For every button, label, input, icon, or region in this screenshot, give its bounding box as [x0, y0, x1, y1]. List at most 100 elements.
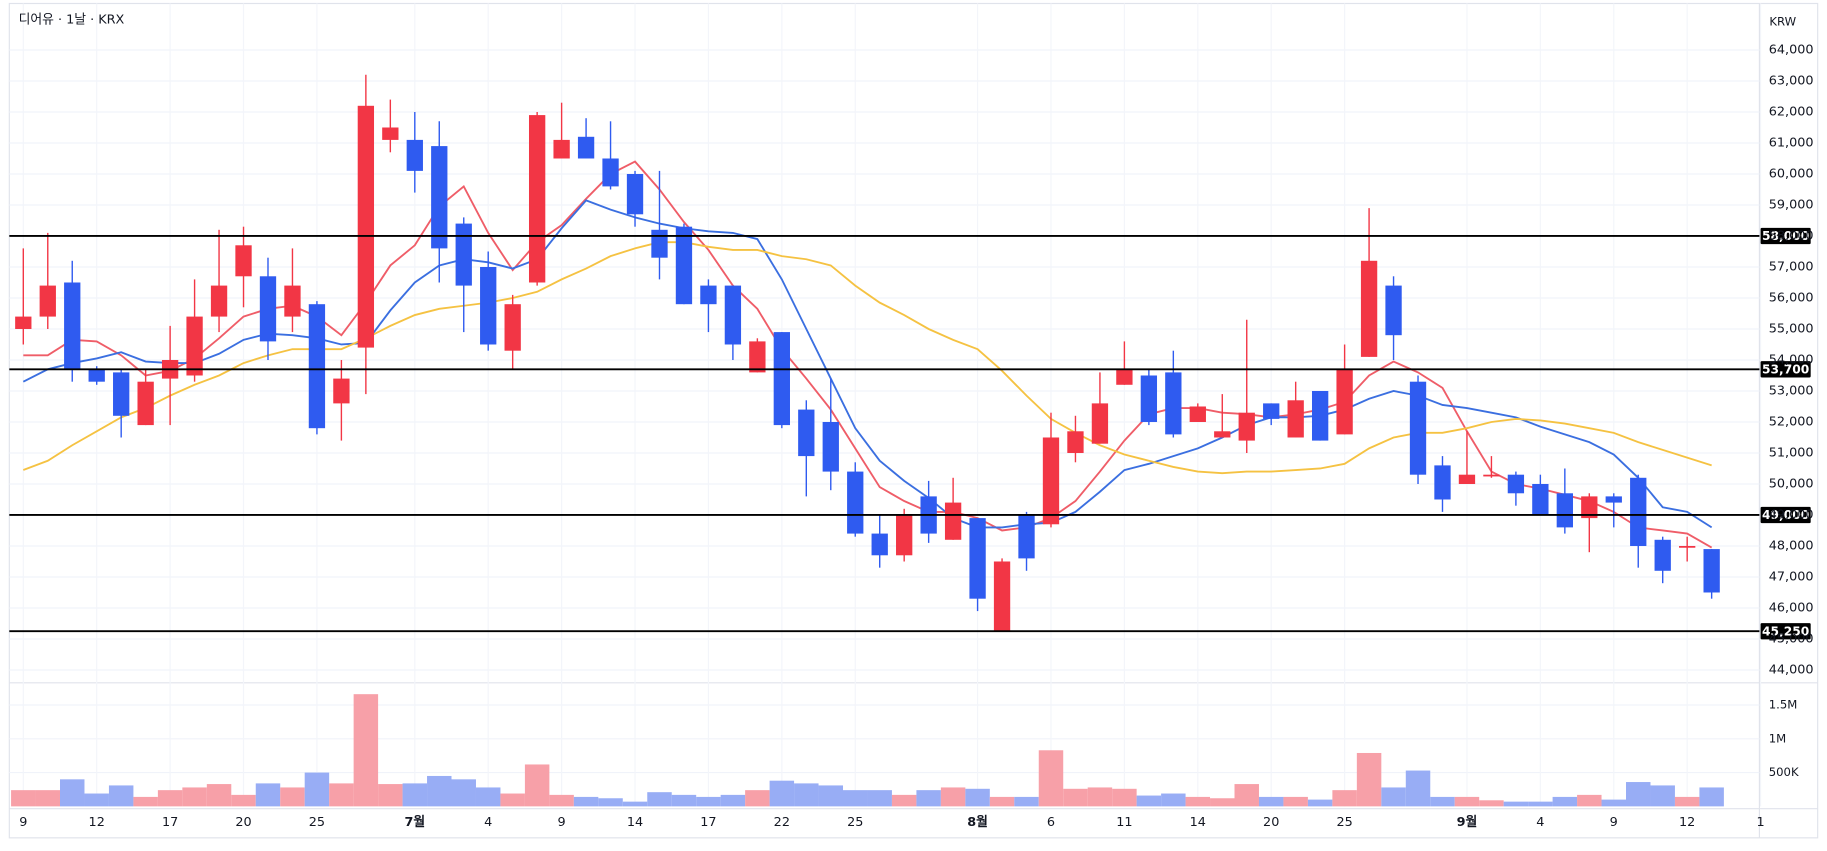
volume-bar: [916, 790, 941, 807]
volume-bar: [1234, 784, 1259, 807]
volume-bar: [524, 764, 550, 807]
volume-bar: [1332, 790, 1357, 807]
volume-bar: [671, 794, 697, 807]
x-tick-label: 12: [1679, 815, 1695, 830]
volume-bar: [11, 790, 36, 807]
volume-bar: [84, 793, 109, 807]
level-badge: [1760, 506, 1811, 524]
x-tick-label: 6: [1047, 815, 1055, 830]
volume-bar: [1674, 796, 1700, 807]
candle-body: [651, 229, 668, 258]
x-tick-label: 4: [1536, 815, 1544, 830]
candle-body: [137, 381, 154, 426]
candle-body: [1507, 474, 1525, 494]
candle-body: [504, 304, 521, 351]
volume-bar: [1014, 796, 1039, 807]
y-tick-label: 51,000: [1769, 445, 1814, 460]
candle-body: [724, 285, 742, 345]
frame: [8, 2, 1819, 839]
volume-bar: [1699, 787, 1724, 807]
candle-body: [39, 285, 56, 317]
x-tick-label: 9: [558, 815, 566, 830]
x-tick-label: 7월: [404, 814, 425, 830]
candle-body: [700, 285, 717, 305]
volume-bar: [1038, 750, 1064, 807]
volume-bar: [304, 772, 330, 807]
volume-bar: [1552, 796, 1578, 807]
candle-body: [1238, 412, 1255, 441]
volume-bar: [891, 794, 917, 807]
x-tick-label: 12: [89, 815, 105, 830]
volume-bar: [108, 785, 134, 807]
ma-layer: [22, 160, 1713, 549]
volume-bar: [1063, 788, 1088, 807]
volume-bar: [1528, 801, 1553, 807]
volume-bar: [206, 784, 232, 807]
candle-body: [1409, 381, 1427, 475]
candle-body: [1434, 465, 1451, 500]
candle-body: [1703, 549, 1720, 593]
candle-body: [259, 276, 277, 342]
x-tick-label: 8월: [967, 814, 988, 830]
candle-body: [1018, 514, 1035, 559]
label-layer: 44,000 45,000 46,000 47,000 48,000 49,000 50,0…: [19, 42, 1813, 830]
volume-bar: [1258, 796, 1284, 807]
volume-bar: [1430, 796, 1455, 807]
y-tick-label: 63,000: [1769, 73, 1814, 88]
volume-bar: [1087, 787, 1113, 807]
candle-body: [553, 139, 570, 159]
volume-bar: [989, 796, 1015, 807]
y-tick-label: 56,000: [1769, 290, 1814, 305]
candle-body: [871, 533, 888, 556]
candle-body: [64, 282, 81, 370]
y-tick-label: 64,000: [1769, 42, 1814, 57]
moving-average-line: [23, 160, 1713, 549]
candle-body: [480, 266, 497, 345]
volume-layer: [11, 694, 1724, 807]
chart-title: 디어유 · 1날 · KRX: [19, 12, 125, 27]
candle-body: [749, 341, 766, 373]
volume-tick-label: 500K: [1769, 765, 1799, 779]
level-badge: [1760, 227, 1811, 245]
candle-body: [1483, 474, 1500, 477]
volume-bar: [573, 796, 599, 807]
volume-bar: [1405, 770, 1431, 807]
candle-body: [675, 226, 693, 305]
candle-body: [431, 146, 448, 249]
volume-bar: [965, 788, 990, 807]
y-tick-label: 45,000: [1769, 631, 1814, 646]
volume-bar: [1185, 796, 1211, 807]
x-tick-label: 14: [1190, 815, 1206, 830]
volume-bar: [1112, 788, 1137, 807]
volume-bar: [353, 694, 379, 807]
currency-label: KRW: [1769, 15, 1796, 29]
candle-body: [847, 471, 864, 534]
candle-body: [210, 285, 228, 317]
x-tick-label: 25: [847, 815, 863, 830]
candle-body: [1581, 496, 1598, 519]
candle-body: [1116, 369, 1133, 385]
level-badge: [1760, 361, 1811, 378]
volume-bar: [157, 790, 183, 807]
candle-body: [626, 173, 644, 215]
candle-body: [1140, 375, 1158, 422]
volume-bar: [940, 787, 966, 807]
x-tick-label: 9: [19, 815, 27, 830]
volume-bar: [720, 794, 746, 807]
volume-bar: [1503, 801, 1529, 807]
moving-average-line: [22, 199, 1713, 529]
candle-body: [235, 245, 252, 277]
x-tick-label: 14: [627, 815, 643, 830]
y-tick-label: 58,000: [1769, 228, 1814, 243]
candle-body: [896, 514, 913, 556]
y-tick-label: 47,000: [1769, 569, 1814, 584]
volume-bar: [378, 784, 403, 807]
candle-body: [1091, 403, 1109, 444]
candle-body: [602, 158, 619, 187]
candle-body: [1605, 496, 1622, 503]
x-tick-label: 9월: [1457, 814, 1478, 830]
candle-body: [1532, 483, 1549, 515]
